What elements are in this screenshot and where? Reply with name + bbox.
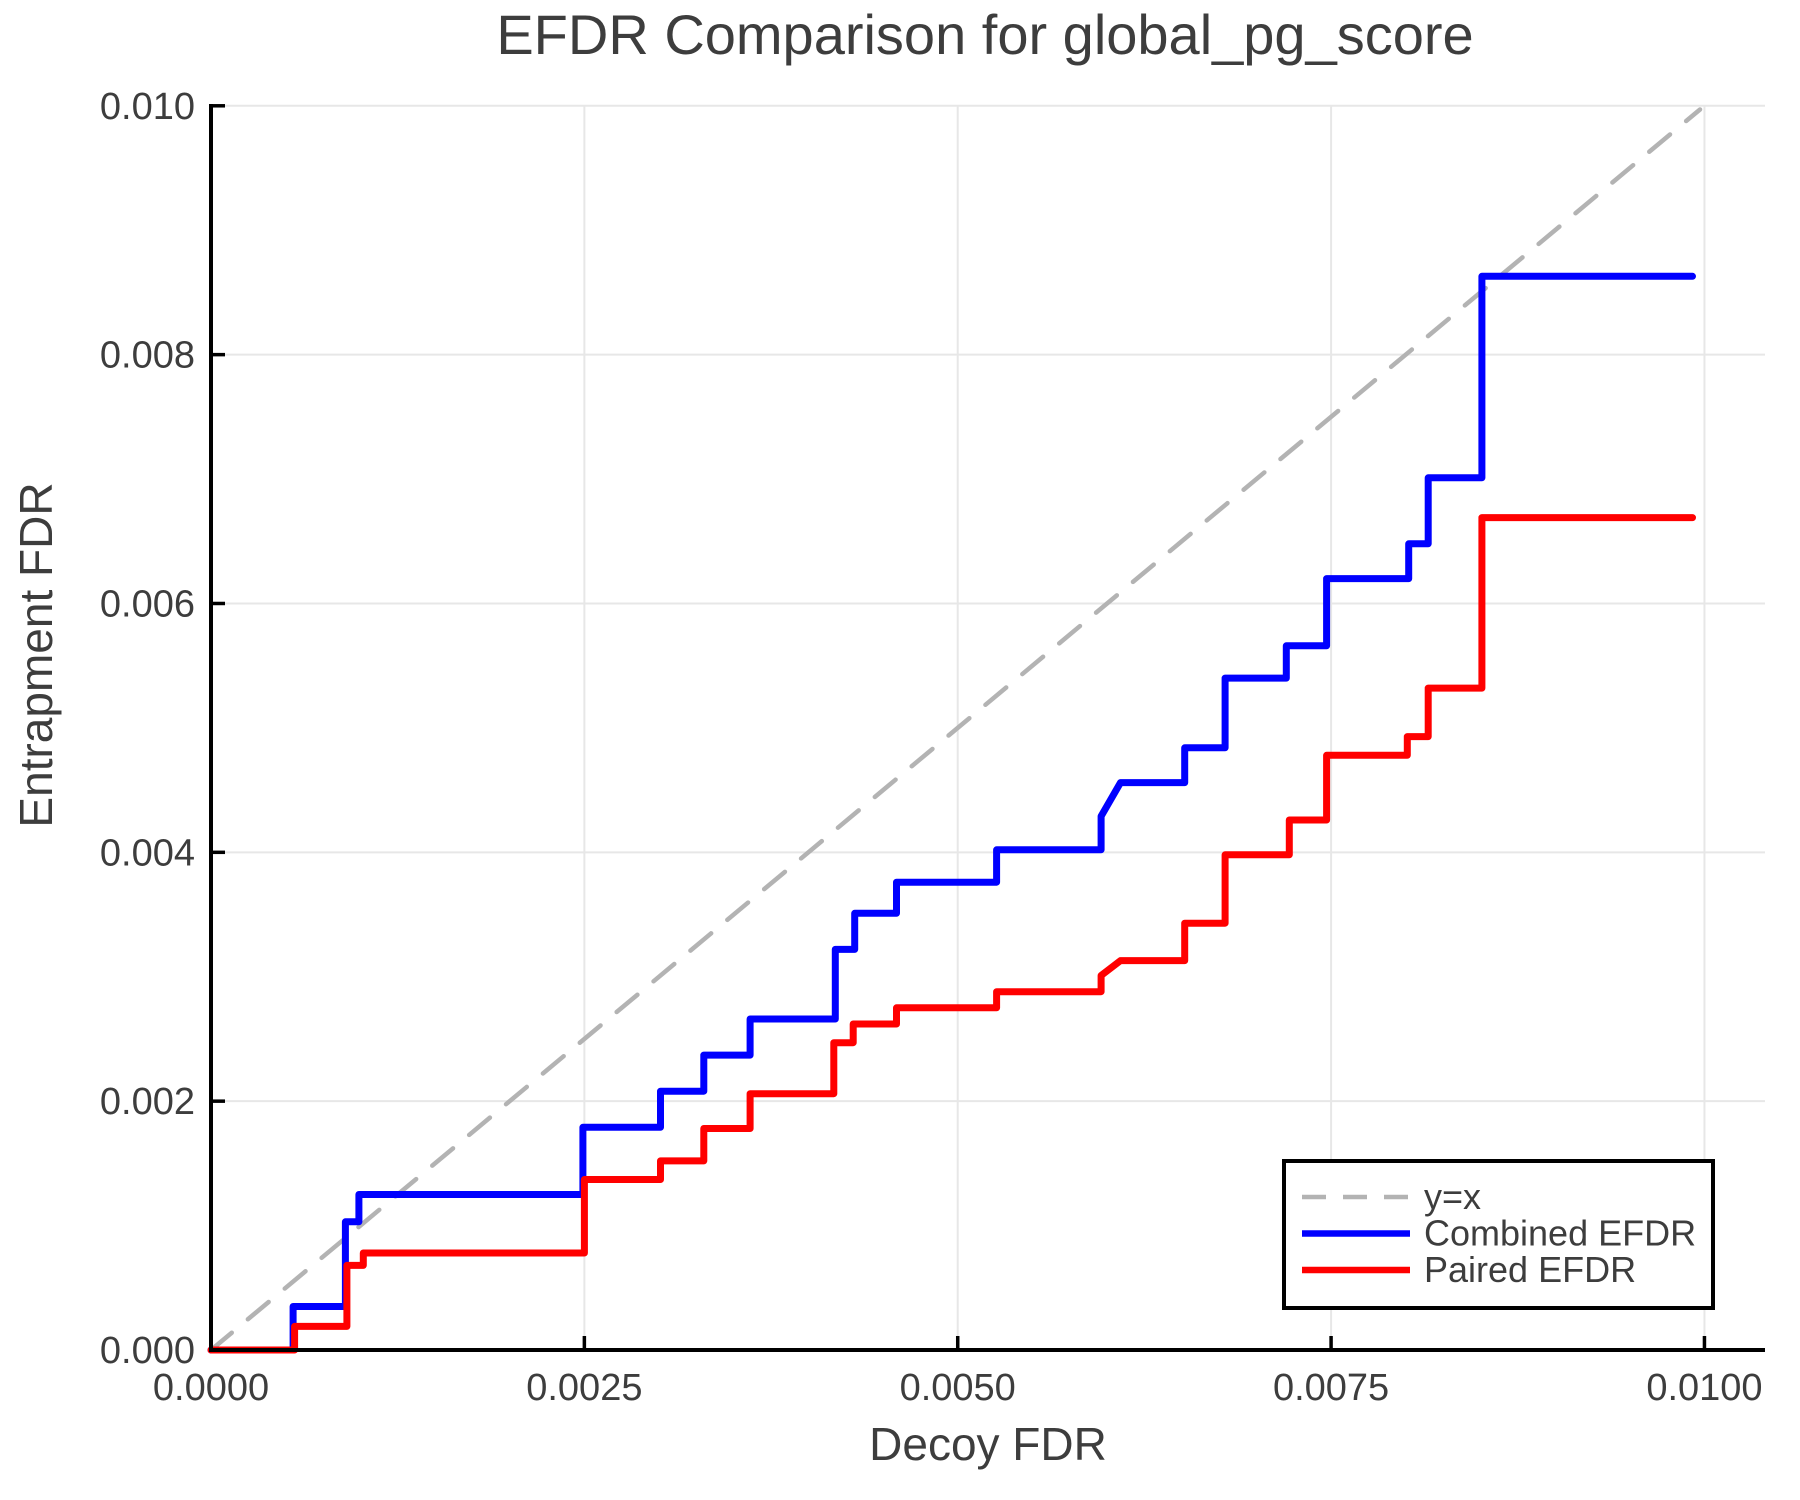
legend-label: Combined EFDR	[1424, 1213, 1696, 1254]
y-tick-label: 0.004	[100, 832, 195, 874]
legend-label: y=x	[1424, 1176, 1481, 1217]
y-tick-label: 0.000	[100, 1330, 195, 1372]
series-paired-efdr	[207, 514, 1696, 1354]
x-tick-label: 0.0050	[900, 1367, 1016, 1409]
chart-title: EFDR Comparison for global_pg_score	[496, 3, 1473, 66]
y-tick-label: 0.002	[100, 1081, 195, 1123]
y-tick-label: 0.010	[100, 86, 195, 128]
x-axis-label: Decoy FDR	[869, 1418, 1107, 1470]
tick-label-layer: 0.0000 0.0025 0.0050 0.0075 0.0100 0.000 0.002…	[100, 86, 1763, 1409]
x-tick-label: 0.0000	[153, 1367, 269, 1409]
x-tick-label: 0.0100	[1646, 1367, 1762, 1409]
x-tick-label: 0.0075	[1273, 1367, 1389, 1409]
y-tick-label: 0.008	[100, 335, 195, 377]
x-tick-label: 0.0025	[526, 1367, 642, 1409]
legend-label: Paired EFDR	[1424, 1249, 1636, 1290]
axes-layer	[209, 104, 1765, 1352]
series-identity-line	[208, 107, 1703, 1353]
y-tick-label: 0.006	[100, 583, 195, 625]
series-layer	[207, 107, 1703, 1354]
y-axis-label: Entrapment FDR	[10, 482, 62, 827]
series-combined-efdr	[207, 272, 1696, 1354]
